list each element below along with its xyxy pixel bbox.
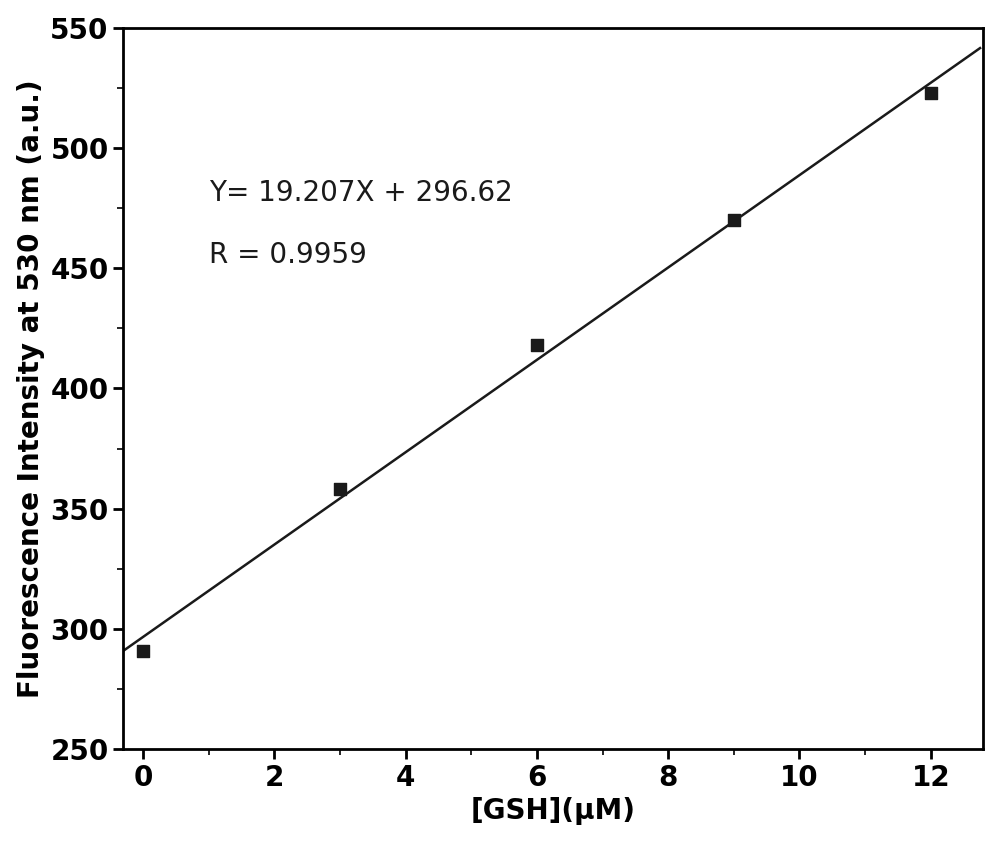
Point xyxy=(529,338,545,352)
Text: Y= 19.207X + 296.62: Y= 19.207X + 296.62 xyxy=(209,179,512,207)
Point xyxy=(135,644,151,658)
Point xyxy=(923,86,939,99)
X-axis label: [GSH](μM): [GSH](μM) xyxy=(471,797,636,825)
Point xyxy=(726,213,742,226)
Point xyxy=(332,482,348,496)
Y-axis label: Fluorescence Intensity at 530 nm (a.u.): Fluorescence Intensity at 530 nm (a.u.) xyxy=(17,79,45,698)
Text: R = 0.9959: R = 0.9959 xyxy=(209,242,366,269)
